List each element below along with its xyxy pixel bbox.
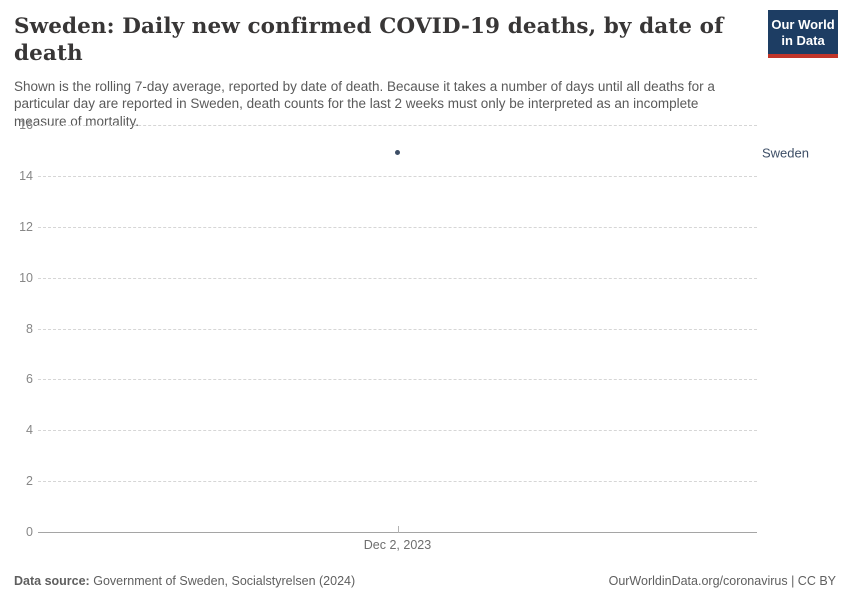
gridline (38, 481, 757, 483)
gridline (38, 226, 757, 228)
gridline (38, 379, 757, 381)
gridline (38, 175, 757, 177)
chart-subtitle: Shown is the rolling 7-day average, repo… (14, 78, 715, 129)
gridline (38, 277, 757, 279)
logo-line-2: in Data (781, 32, 825, 48)
y-tick-label: 4 (26, 423, 33, 438)
data-source-text: Government of Sweden, Socialstyrelsen (2… (93, 574, 356, 588)
series-label[interactable]: Sweden (762, 145, 809, 161)
y-tick-label: 2 (26, 474, 33, 489)
license-link[interactable]: OurWorldinData.org/coronavirus | CC BY (608, 574, 836, 588)
gridline (38, 125, 757, 126)
data-source: Data source: Government of Sweden, Socia… (14, 574, 355, 588)
x-tick-mark (397, 526, 399, 533)
y-tick-label: 8 (26, 321, 33, 336)
owid-logo[interactable]: Our World in Data (768, 10, 838, 59)
y-tick-label: 14 (19, 168, 33, 183)
data-source-label: Data source: (14, 574, 90, 588)
data-point[interactable] (395, 150, 400, 156)
y-tick-label: 12 (19, 219, 33, 234)
x-tick-label: Dec 2, 2023 (363, 538, 432, 552)
logo-line-1: Our World (771, 17, 835, 32)
y-tick-label: 10 (19, 270, 33, 285)
y-tick-label: 6 (26, 372, 33, 387)
chart-footer: Data source: Government of Sweden, Socia… (14, 574, 836, 588)
gridline (38, 328, 757, 330)
gridline (38, 430, 757, 432)
chart-header: Sweden: Daily new confirmed COVID-19 dea… (14, 14, 754, 130)
y-tick-label: 0 (26, 525, 33, 539)
page-title: Sweden: Daily new confirmed COVID-19 dea… (14, 14, 724, 66)
y-tick-label: 16 (19, 118, 33, 132)
